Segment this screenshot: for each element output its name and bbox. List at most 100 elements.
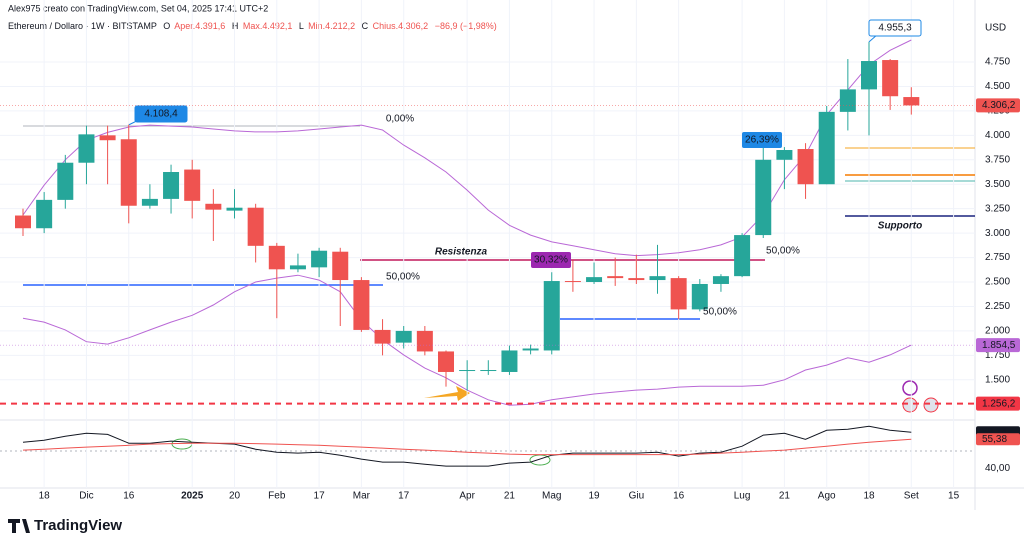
x-tick-label: 17 (398, 491, 410, 502)
ohlc-key: O (163, 21, 170, 31)
logo-icon (8, 519, 30, 533)
candle-body (268, 245, 285, 270)
y-tick-label: 1.750 (985, 350, 1010, 361)
price-tag-label: 1.854,5 (982, 340, 1016, 351)
symbol-line: Ethereum / Dollaro · 1W · BITSTAMP O Ape… (8, 21, 497, 31)
candle-body (755, 159, 772, 236)
annotation: 50,00% (766, 246, 800, 257)
ohlc-value: Min.4.212,2 (308, 21, 355, 31)
x-tick-label: 18 (863, 491, 875, 502)
candle-body (522, 348, 539, 351)
symbol: Ethereum / Dollaro · 1W · BITSTAMP (8, 21, 157, 31)
annotation: Supporto (878, 221, 922, 232)
callout-box (134, 105, 188, 123)
candle-body (99, 135, 116, 141)
author-line: Alex975 creato con TradingView.com, Set … (8, 3, 268, 13)
x-tick-label: Apr (459, 491, 475, 502)
x-tick-label: Lug (734, 491, 751, 502)
x-tick-label: Dic (79, 491, 93, 502)
candle-body (459, 370, 476, 372)
candle-body (120, 139, 137, 206)
candle-body (882, 60, 899, 97)
currency: USD (985, 23, 1006, 34)
annotation: 50,00% (386, 272, 420, 283)
candle-body (332, 251, 349, 281)
y-tick-label: 4.000 (985, 130, 1010, 141)
ohlc-key: L (299, 21, 304, 31)
candle-body (184, 169, 201, 201)
price-tag-label: 55,38 (982, 434, 1007, 445)
candle-body (15, 215, 31, 229)
candle-body (226, 207, 243, 211)
price-tag-label: 1.256,2 (982, 398, 1016, 409)
event-icon (923, 397, 939, 413)
candle-body (163, 172, 180, 199)
price-tag (976, 396, 1020, 411)
candle-body (691, 283, 708, 310)
candle-body (247, 207, 264, 246)
price-tag (976, 98, 1020, 113)
price-tag-label: 4.306,2 (982, 100, 1016, 111)
candle-body (57, 162, 74, 200)
x-tick-label: Giu (629, 491, 645, 502)
candle-body (734, 235, 751, 277)
candle-body (543, 281, 560, 351)
candle-body (416, 330, 433, 352)
candle-body (480, 370, 497, 372)
change: −86,9 (−1,98%) (435, 21, 497, 31)
candle-body (353, 280, 370, 330)
ohlc-key: C (362, 21, 369, 31)
y-tick-label: 3.000 (985, 228, 1010, 239)
y-tick-label: 2.250 (985, 301, 1010, 312)
y-tick-label: 3.500 (985, 179, 1010, 190)
ohlc-key: H (232, 21, 239, 31)
x-tick-label: 15 (948, 491, 960, 502)
x-tick-label: 18 (39, 491, 51, 502)
annotation: 50,00% (703, 307, 737, 318)
logo: TradingView (34, 517, 122, 534)
candle-body (776, 150, 793, 160)
annotation-box (742, 132, 782, 148)
annotation: 26,39% (745, 135, 779, 146)
line (22, 438, 912, 456)
x-tick-label: Mag (542, 491, 561, 502)
x-tick-label: 20 (229, 491, 241, 502)
candle-body (564, 281, 581, 283)
candle-body (36, 199, 53, 229)
x-tick-label: Set (904, 491, 919, 502)
candle-body (289, 265, 306, 270)
ohlc-value: Max.4.492,1 (243, 21, 293, 31)
x-tick-label: 19 (588, 491, 600, 502)
candle-body (861, 61, 877, 90)
candle-body (501, 350, 518, 372)
x-tick-label: 2025 (181, 491, 204, 502)
callout-box (868, 19, 922, 37)
annotation: Resistenza (435, 247, 488, 258)
candle-body (586, 277, 603, 283)
candle-body (649, 276, 666, 281)
candle-body (670, 278, 687, 310)
y-tick-label: 2.750 (985, 252, 1010, 263)
y-tick-label: 1.500 (985, 374, 1010, 385)
y-tick-label: 3.250 (985, 203, 1010, 214)
line (22, 425, 912, 467)
x-tick-label: 16 (123, 491, 135, 502)
candle-body (818, 111, 835, 185)
candle-body (205, 203, 222, 210)
candle-body (628, 278, 645, 281)
candle-body (374, 329, 391, 344)
event-icon (902, 380, 918, 396)
candle-body (141, 198, 158, 206)
callout-label: 4.108,4 (144, 109, 178, 120)
ohlc-value: Chius.4.306,2 (373, 21, 429, 31)
candle-body (712, 276, 729, 284)
x-tick-label: 16 (673, 491, 685, 502)
candle-body (903, 97, 920, 106)
y-tick-label: 3.750 (985, 154, 1010, 165)
callout-label: 4.955,3 (878, 23, 912, 34)
candle-body (395, 330, 412, 343)
candle-body (607, 276, 624, 279)
x-tick-label: 21 (779, 491, 791, 502)
candle-body (311, 250, 328, 268)
